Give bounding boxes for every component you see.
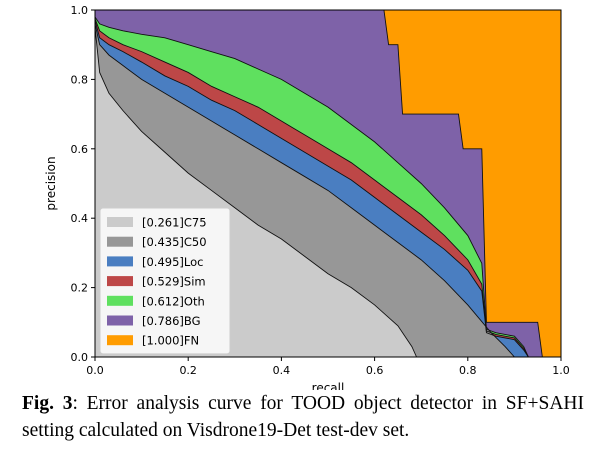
x-tick-label: 0.0 (86, 364, 104, 377)
boundary-0-495-loc (94, 20, 529, 358)
caption-label: Fig. 3 (22, 393, 73, 414)
legend-swatch-0-529-sim (107, 276, 133, 287)
legend-swatch-1-000-fn (107, 335, 133, 346)
caption-text: : Error analysis curve for TOOD object d… (22, 393, 584, 441)
legend: [0.261]C75 [0.435]C50 [0.495]Loc [0.529]Sim… (99, 207, 231, 355)
legend-label-0-261-c75: [0.261]C75 (142, 216, 207, 230)
x-axis-ticks: 0.0 0.2 0.4 0.6 0.8 1.0 (86, 357, 570, 377)
y-tick-label: 1.0 (71, 4, 89, 17)
legend-label-0-435-c50: [0.435]C50 (142, 235, 207, 249)
legend-swatch-0-495-loc (107, 256, 133, 267)
x-tick-label: 0.4 (273, 364, 291, 377)
y-tick-label: 0.4 (71, 212, 89, 225)
x-axis-label: recall (312, 381, 345, 390)
x-tick-label: 0.6 (366, 364, 384, 377)
y-axis-label: precision (44, 156, 58, 210)
x-tick-label: 0.8 (459, 364, 477, 377)
legend-label-0-786-bg: [0.786]BG (142, 314, 201, 328)
legend-swatch-0-261-c75 (107, 217, 133, 227)
y-tick-label: 0.2 (71, 282, 89, 295)
legend-swatch-0-435-c50 (107, 236, 133, 247)
legend-label-0-529-sim: [0.529]Sim (142, 275, 206, 289)
y-axis-ticks: 0.0 0.2 0.4 0.6 0.8 1.0 (71, 4, 95, 364)
y-tick-label: 0.6 (71, 143, 89, 156)
boundary-0-435-c50 (94, 23, 515, 358)
x-tick-label: 0.2 (179, 364, 197, 377)
y-tick-label: 0.8 (71, 73, 89, 86)
boundary-0-786-bg (95, 9, 543, 358)
legend-label-1-000-fn: [1.000]FN (142, 334, 199, 348)
legend-swatch-0-786-bg (107, 315, 133, 326)
boundary-0-261-c75 (94, 27, 417, 358)
legend-label-0-495-loc: [0.495]Loc (142, 255, 203, 269)
figure-caption: Fig. 3: Error analysis curve for TOOD ob… (22, 390, 584, 444)
legend-label-0-612-oth: [0.612]Oth (142, 294, 205, 308)
plot-frame (94, 9, 562, 358)
x-tick-label: 1.0 (552, 364, 570, 377)
legend-swatch-0-612-oth (107, 295, 133, 306)
y-tick-label: 0.0 (71, 351, 89, 364)
error-analysis-chart: 0.0 0.2 0.4 0.6 0.8 1.0 0.0 0.2 0.4 0.6 0.8 1.0 re… (44, 4, 570, 390)
